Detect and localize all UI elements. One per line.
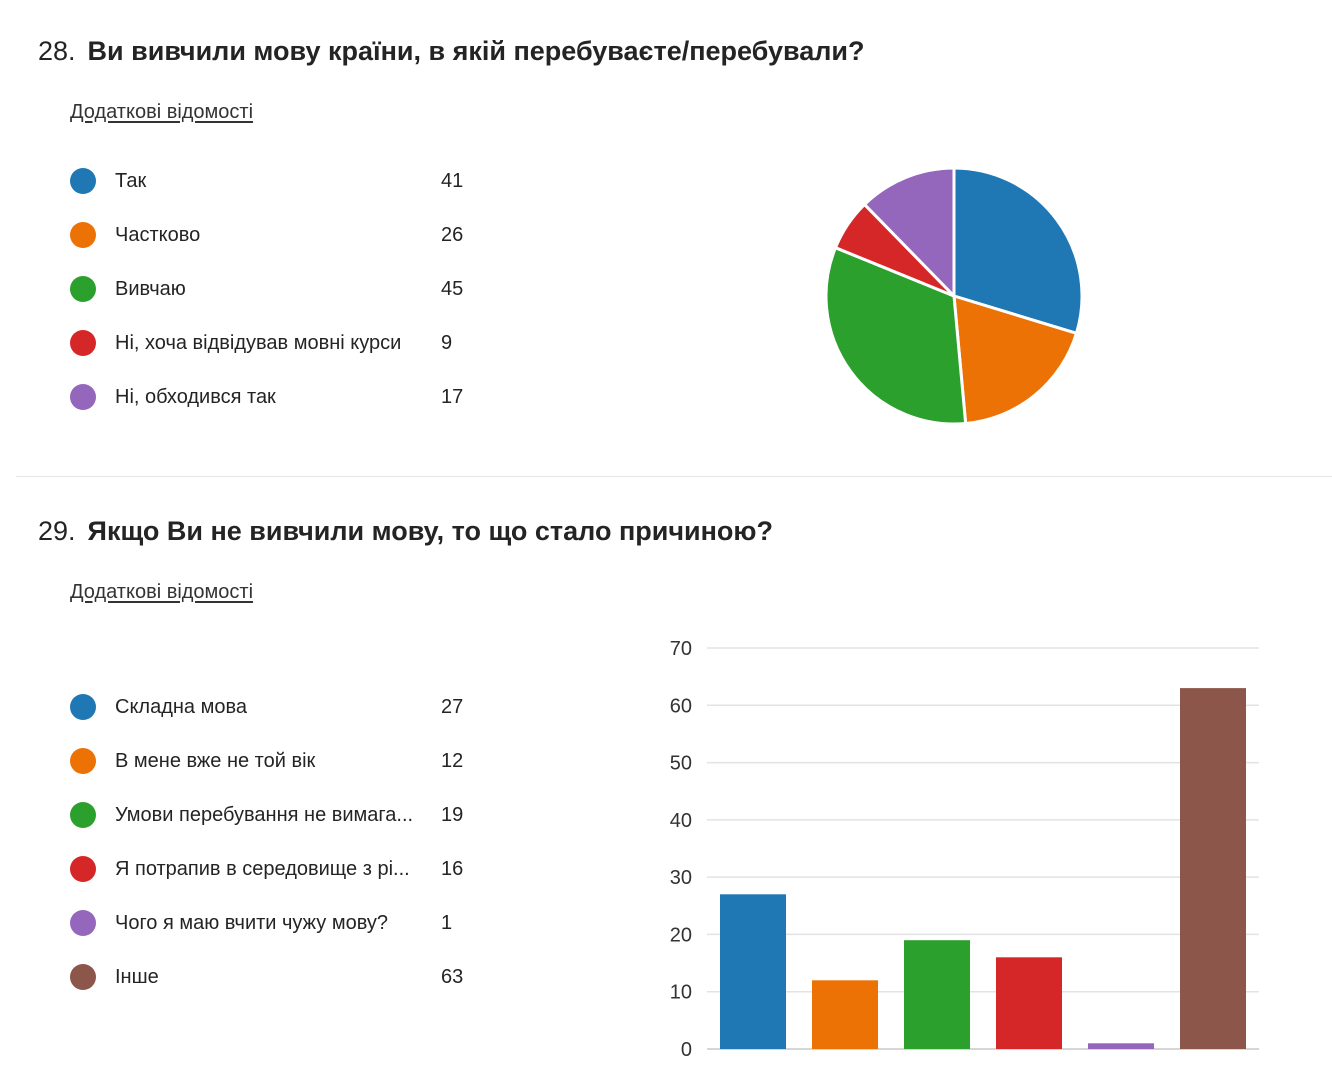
pie-slice bbox=[952, 166, 1084, 335]
legend-count: 63 bbox=[441, 966, 464, 988]
legend-count: 19 bbox=[441, 804, 464, 826]
legend-swatch bbox=[70, 964, 96, 990]
question-text: Ви вивчили мову країни, в якій перебуває… bbox=[87, 36, 865, 66]
pie-slice bbox=[952, 294, 1078, 425]
y-tick-label: 10 bbox=[670, 982, 692, 1004]
more-info-link[interactable]: Додаткові відомості bbox=[70, 581, 254, 603]
legend-label: Частково bbox=[115, 224, 201, 246]
legend-count: 17 bbox=[441, 386, 464, 408]
legend-swatch bbox=[70, 276, 96, 302]
legend-label: Чого я маю вчити чужу мову? bbox=[115, 912, 388, 934]
question-text: Якщо Ви не вивчили мову, то що стало при… bbox=[87, 516, 773, 546]
question-title: 28. Ви вивчили мову країни, в якій перебу… bbox=[38, 34, 865, 68]
bar bbox=[1180, 688, 1246, 1049]
y-tick-label: 20 bbox=[670, 924, 692, 946]
legend-label: Так bbox=[115, 170, 147, 192]
legend-label: Ні, обходився так bbox=[115, 386, 276, 408]
legend-count: 41 bbox=[441, 170, 464, 192]
pie-slice bbox=[863, 166, 956, 298]
y-tick-label: 70 bbox=[670, 638, 692, 660]
bar-chart: 0 10 20 30 40 50 60 70 bbox=[670, 638, 1259, 1061]
legend-item: Складна мова 27 bbox=[68, 694, 488, 748]
question-number: 28. bbox=[38, 36, 76, 66]
section-divider bbox=[16, 476, 1332, 477]
legend-count: 1 bbox=[441, 912, 453, 934]
legend-swatch bbox=[70, 168, 96, 194]
y-tick-label: 40 bbox=[670, 810, 692, 832]
legend-item: Так 41 bbox=[68, 168, 488, 222]
legend-item: Вивчаю 45 bbox=[68, 276, 488, 330]
legend-swatch bbox=[70, 910, 96, 936]
y-tick-label: 0 bbox=[681, 1039, 692, 1061]
legend-label: Вивчаю bbox=[115, 278, 186, 300]
legend-swatch bbox=[70, 222, 96, 248]
bar bbox=[996, 957, 1062, 1049]
chart-legend: Так 41 Частково 26 Вивчаю 45 Ні, хоча відвідув… bbox=[68, 168, 488, 438]
legend-item: Я потрапив в середовище з рі... 16 bbox=[68, 856, 488, 910]
more-info-link[interactable]: Додаткові відомості bbox=[70, 101, 254, 123]
pie-chart bbox=[824, 166, 1084, 426]
legend-swatch bbox=[70, 384, 96, 410]
legend-item: Ні, хоча відвідував мовні курси 9 bbox=[68, 330, 488, 384]
question-29: 29. Якщо Ви не вивчили мову, то що стало … bbox=[0, 478, 1332, 1074]
legend-count: 26 bbox=[441, 224, 464, 246]
legend-count: 9 bbox=[441, 332, 453, 354]
legend-label: Інше bbox=[115, 966, 159, 988]
legend-count: 12 bbox=[441, 750, 464, 772]
legend-count: 16 bbox=[441, 858, 464, 880]
legend-item: Частково 26 bbox=[68, 222, 488, 276]
legend-count: 27 bbox=[441, 696, 464, 718]
legend-item: Ні, обходився так 17 bbox=[68, 384, 488, 438]
legend-label: Ні, хоча відвідував мовні курси bbox=[115, 332, 402, 354]
bar bbox=[1088, 1043, 1154, 1049]
legend-item: Чого я маю вчити чужу мову? 1 bbox=[68, 910, 488, 964]
question-title: 29. Якщо Ви не вивчили мову, то що стало … bbox=[38, 514, 773, 548]
bar bbox=[720, 894, 786, 1049]
y-tick-label: 60 bbox=[670, 695, 692, 717]
bar bbox=[904, 940, 970, 1049]
legend-swatch bbox=[70, 802, 96, 828]
question-28: 28. Ви вивчили мову країни, в якій перебу… bbox=[0, 0, 1332, 478]
legend-item: Інше 63 bbox=[68, 964, 488, 1018]
chart-legend: Складна мова 27 В мене вже не той вік 12 Умо… bbox=[68, 694, 488, 1018]
legend-label: В мене вже не той вік bbox=[115, 750, 316, 772]
legend-swatch bbox=[70, 856, 96, 882]
bar bbox=[812, 980, 878, 1049]
legend-label: Я потрапив в середовище з рі... bbox=[115, 858, 410, 880]
pie-slice bbox=[824, 246, 968, 426]
legend-item: Умови перебування не вимага... 19 bbox=[68, 802, 488, 856]
legend-count: 45 bbox=[441, 278, 464, 300]
legend-swatch bbox=[70, 694, 96, 720]
legend-label: Складна мова bbox=[115, 696, 248, 718]
legend-label: Умови перебування не вимага... bbox=[115, 804, 414, 826]
legend-swatch bbox=[70, 748, 96, 774]
question-number: 29. bbox=[38, 516, 76, 546]
y-tick-label: 30 bbox=[670, 867, 692, 889]
legend-swatch bbox=[70, 330, 96, 356]
legend-item: В мене вже не той вік 12 bbox=[68, 748, 488, 802]
y-tick-label: 50 bbox=[670, 753, 692, 775]
